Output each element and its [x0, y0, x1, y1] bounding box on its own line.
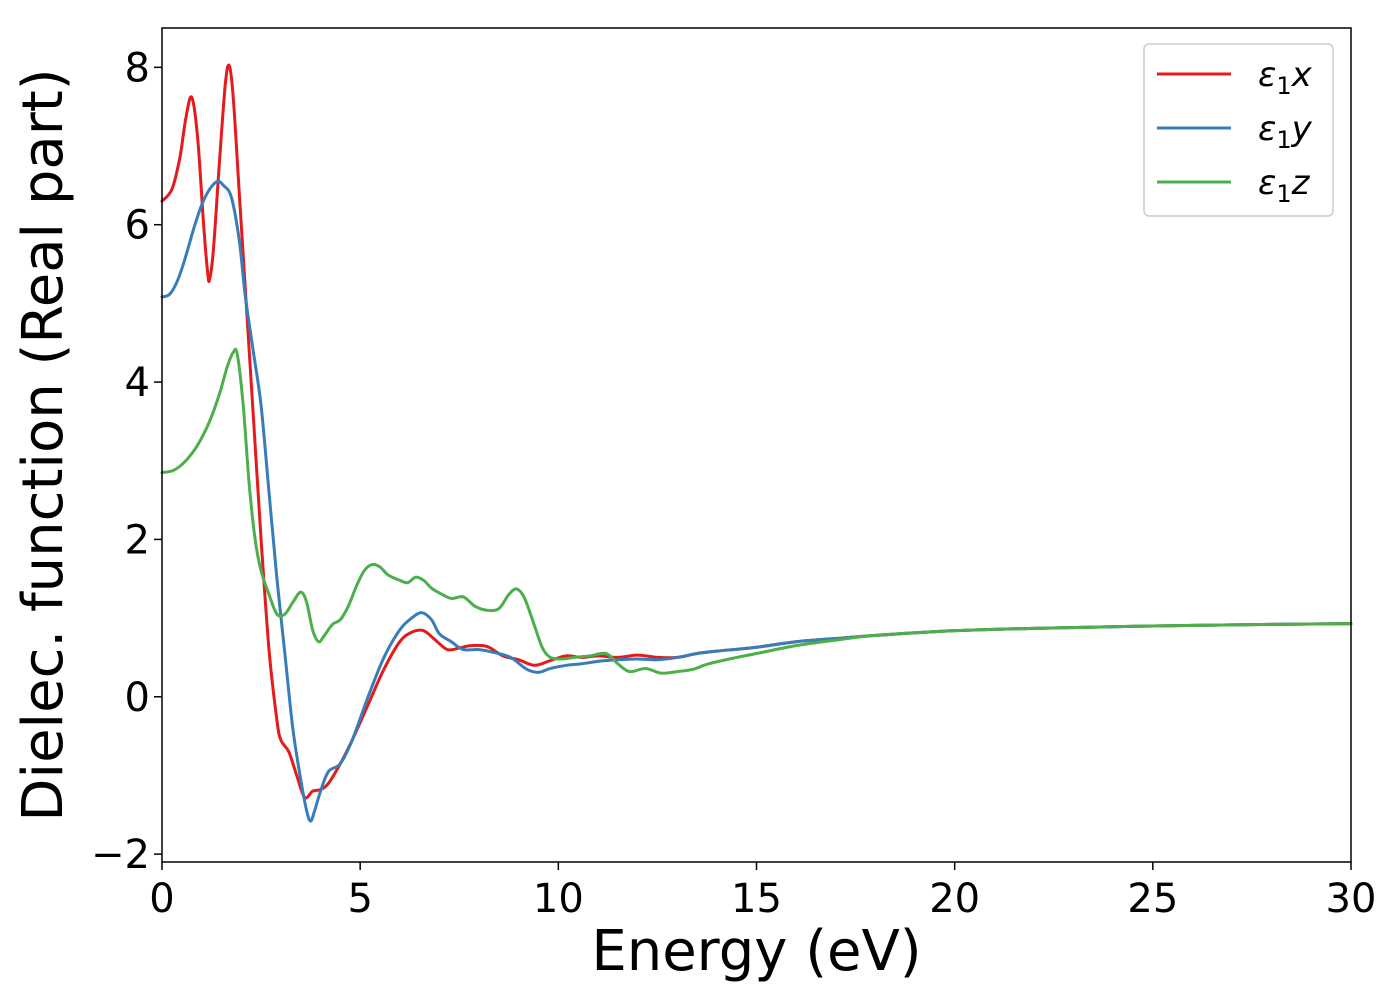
y-tick-label: 8	[125, 45, 150, 91]
x-axis: 0 5 10 15 20 25 30	[149, 862, 1376, 922]
y-tick-label: −2	[91, 832, 150, 878]
y-axis-title: Dielec. function (Real part)	[11, 68, 76, 821]
series-line-1	[160, 179, 1353, 823]
x-tick-label: 25	[1127, 876, 1178, 922]
x-tick-label: 30	[1326, 876, 1377, 922]
x-tick-label: 20	[929, 876, 980, 922]
y-tick-label: 6	[125, 203, 150, 249]
legend: ε1x ε1y ε1z	[1143, 43, 1334, 217]
legend-label-0: ε1x	[1258, 55, 1313, 100]
series-line-2	[160, 347, 1353, 675]
y-tick-label: 4	[125, 360, 150, 406]
x-axis-title: Energy (eV)	[591, 919, 921, 984]
y-tick-label: 0	[125, 675, 150, 721]
y-axis: −2 0 2 4 6 8	[91, 45, 162, 878]
y-tick-label: 2	[125, 517, 150, 563]
legend-label-1: ε1y	[1258, 109, 1313, 154]
legend-label-2: ε1z	[1258, 163, 1311, 208]
x-tick-label: 5	[347, 876, 372, 922]
x-tick-label: 15	[731, 876, 782, 922]
legend-box	[1143, 43, 1334, 217]
plot-series-group	[160, 63, 1353, 823]
x-tick-label: 10	[533, 876, 584, 922]
x-tick-label: 0	[149, 876, 174, 922]
